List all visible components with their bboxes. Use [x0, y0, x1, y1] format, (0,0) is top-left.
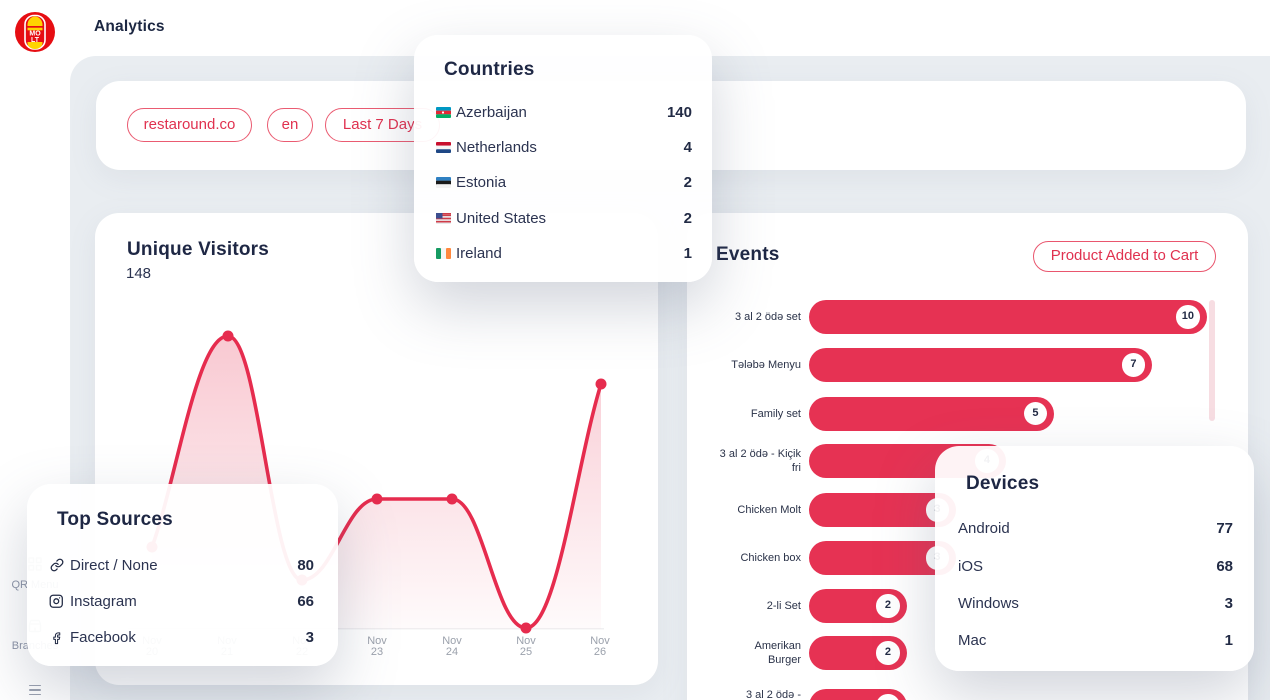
svg-text:MO: MO — [29, 31, 41, 38]
svg-text:LT: LT — [31, 37, 40, 44]
